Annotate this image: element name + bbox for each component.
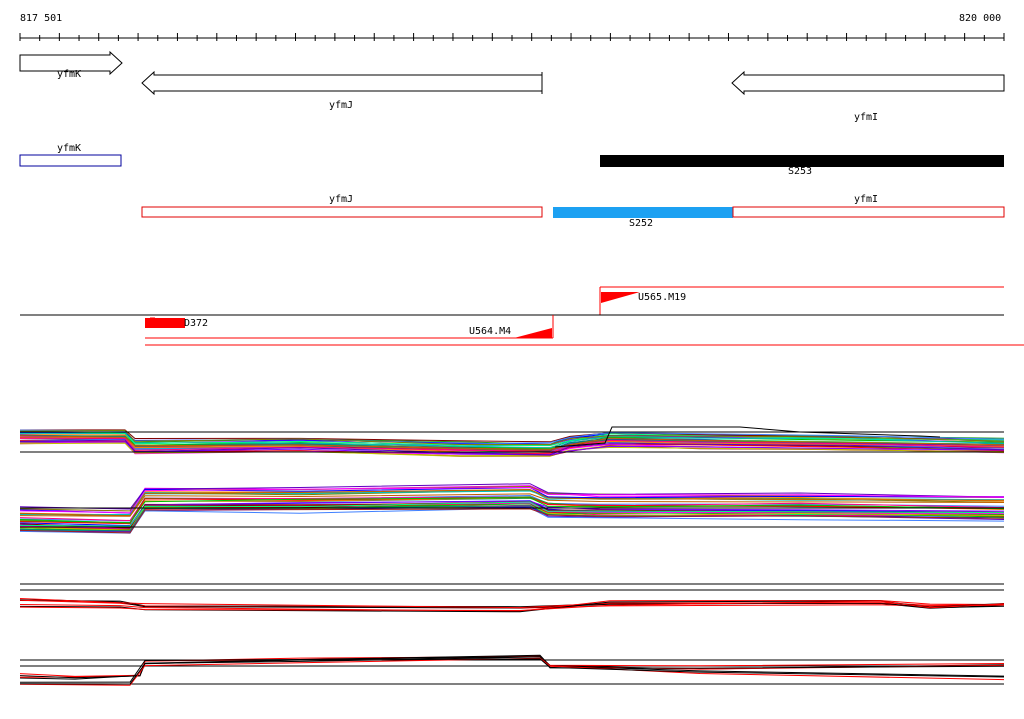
annotation-box-S253[interactable] xyxy=(600,155,1004,167)
profile-line xyxy=(19,599,1005,612)
feature-label-U565: U565.M19 xyxy=(638,292,687,303)
ruler-end-label: 820 000 xyxy=(959,13,1002,24)
gene-label-yfmI: yfmI xyxy=(854,112,879,123)
profile-line xyxy=(19,657,1005,686)
profile-line xyxy=(19,497,1005,524)
profile-line xyxy=(19,600,1005,612)
annotation-label-S252: S252 xyxy=(629,218,654,229)
profile-line xyxy=(554,426,941,448)
profile-line xyxy=(19,501,1005,527)
ruler-start-label: 817 501 xyxy=(20,13,63,24)
gene-arrow-yfmJ[interactable] xyxy=(141,70,543,96)
feature-marker-D372[interactable] xyxy=(145,318,185,328)
expression-profile-track-2 xyxy=(19,483,1005,534)
profile-line xyxy=(19,439,1005,456)
profile-line xyxy=(19,485,1005,512)
feature-marker-U564[interactable] xyxy=(514,328,552,338)
annotation-label-yfmI: yfmI xyxy=(854,194,879,205)
profile-line xyxy=(19,435,1005,450)
annotation-label-yfmK: yfmK xyxy=(57,143,82,154)
annotation-label-S253: S253 xyxy=(788,166,813,177)
feature-marker-U565[interactable] xyxy=(601,292,640,303)
profile-line xyxy=(19,654,1005,683)
profile-line xyxy=(19,429,1005,445)
expression-profile-track-1 xyxy=(19,426,1005,457)
profile-line xyxy=(19,658,1005,685)
profile-line xyxy=(19,508,1005,534)
gene-arrow-yfmI[interactable] xyxy=(731,70,1005,96)
annotation-box-yfmI[interactable] xyxy=(732,206,1005,218)
annotation-box-yfmJ[interactable] xyxy=(141,206,543,218)
annotation-box-yfmK[interactable] xyxy=(19,154,122,167)
feature-label-D372: D372 xyxy=(184,318,209,329)
profile-line xyxy=(19,429,1005,443)
annotation-label-yfmJ: yfmJ xyxy=(329,194,354,205)
feature-track xyxy=(20,286,1024,346)
expression-profile-track-4 xyxy=(19,654,1005,686)
annotation-box-S252[interactable] xyxy=(553,207,733,218)
profile-line xyxy=(19,486,1005,514)
profile-line xyxy=(19,493,1005,517)
feature-label-U564: U564.M4 xyxy=(469,326,512,337)
profile-line xyxy=(19,598,1005,609)
coordinate-ruler xyxy=(19,33,1005,41)
expression-profile-track-3 xyxy=(19,583,1005,613)
gene-arrow-yfmK[interactable] xyxy=(19,50,123,76)
gene-label-yfmJ: yfmJ xyxy=(329,100,354,111)
ruler-ticks xyxy=(19,33,1005,41)
profile-line xyxy=(19,483,1005,510)
profile-line xyxy=(19,656,1005,677)
gene-label-yfmK: yfmK xyxy=(57,69,82,80)
